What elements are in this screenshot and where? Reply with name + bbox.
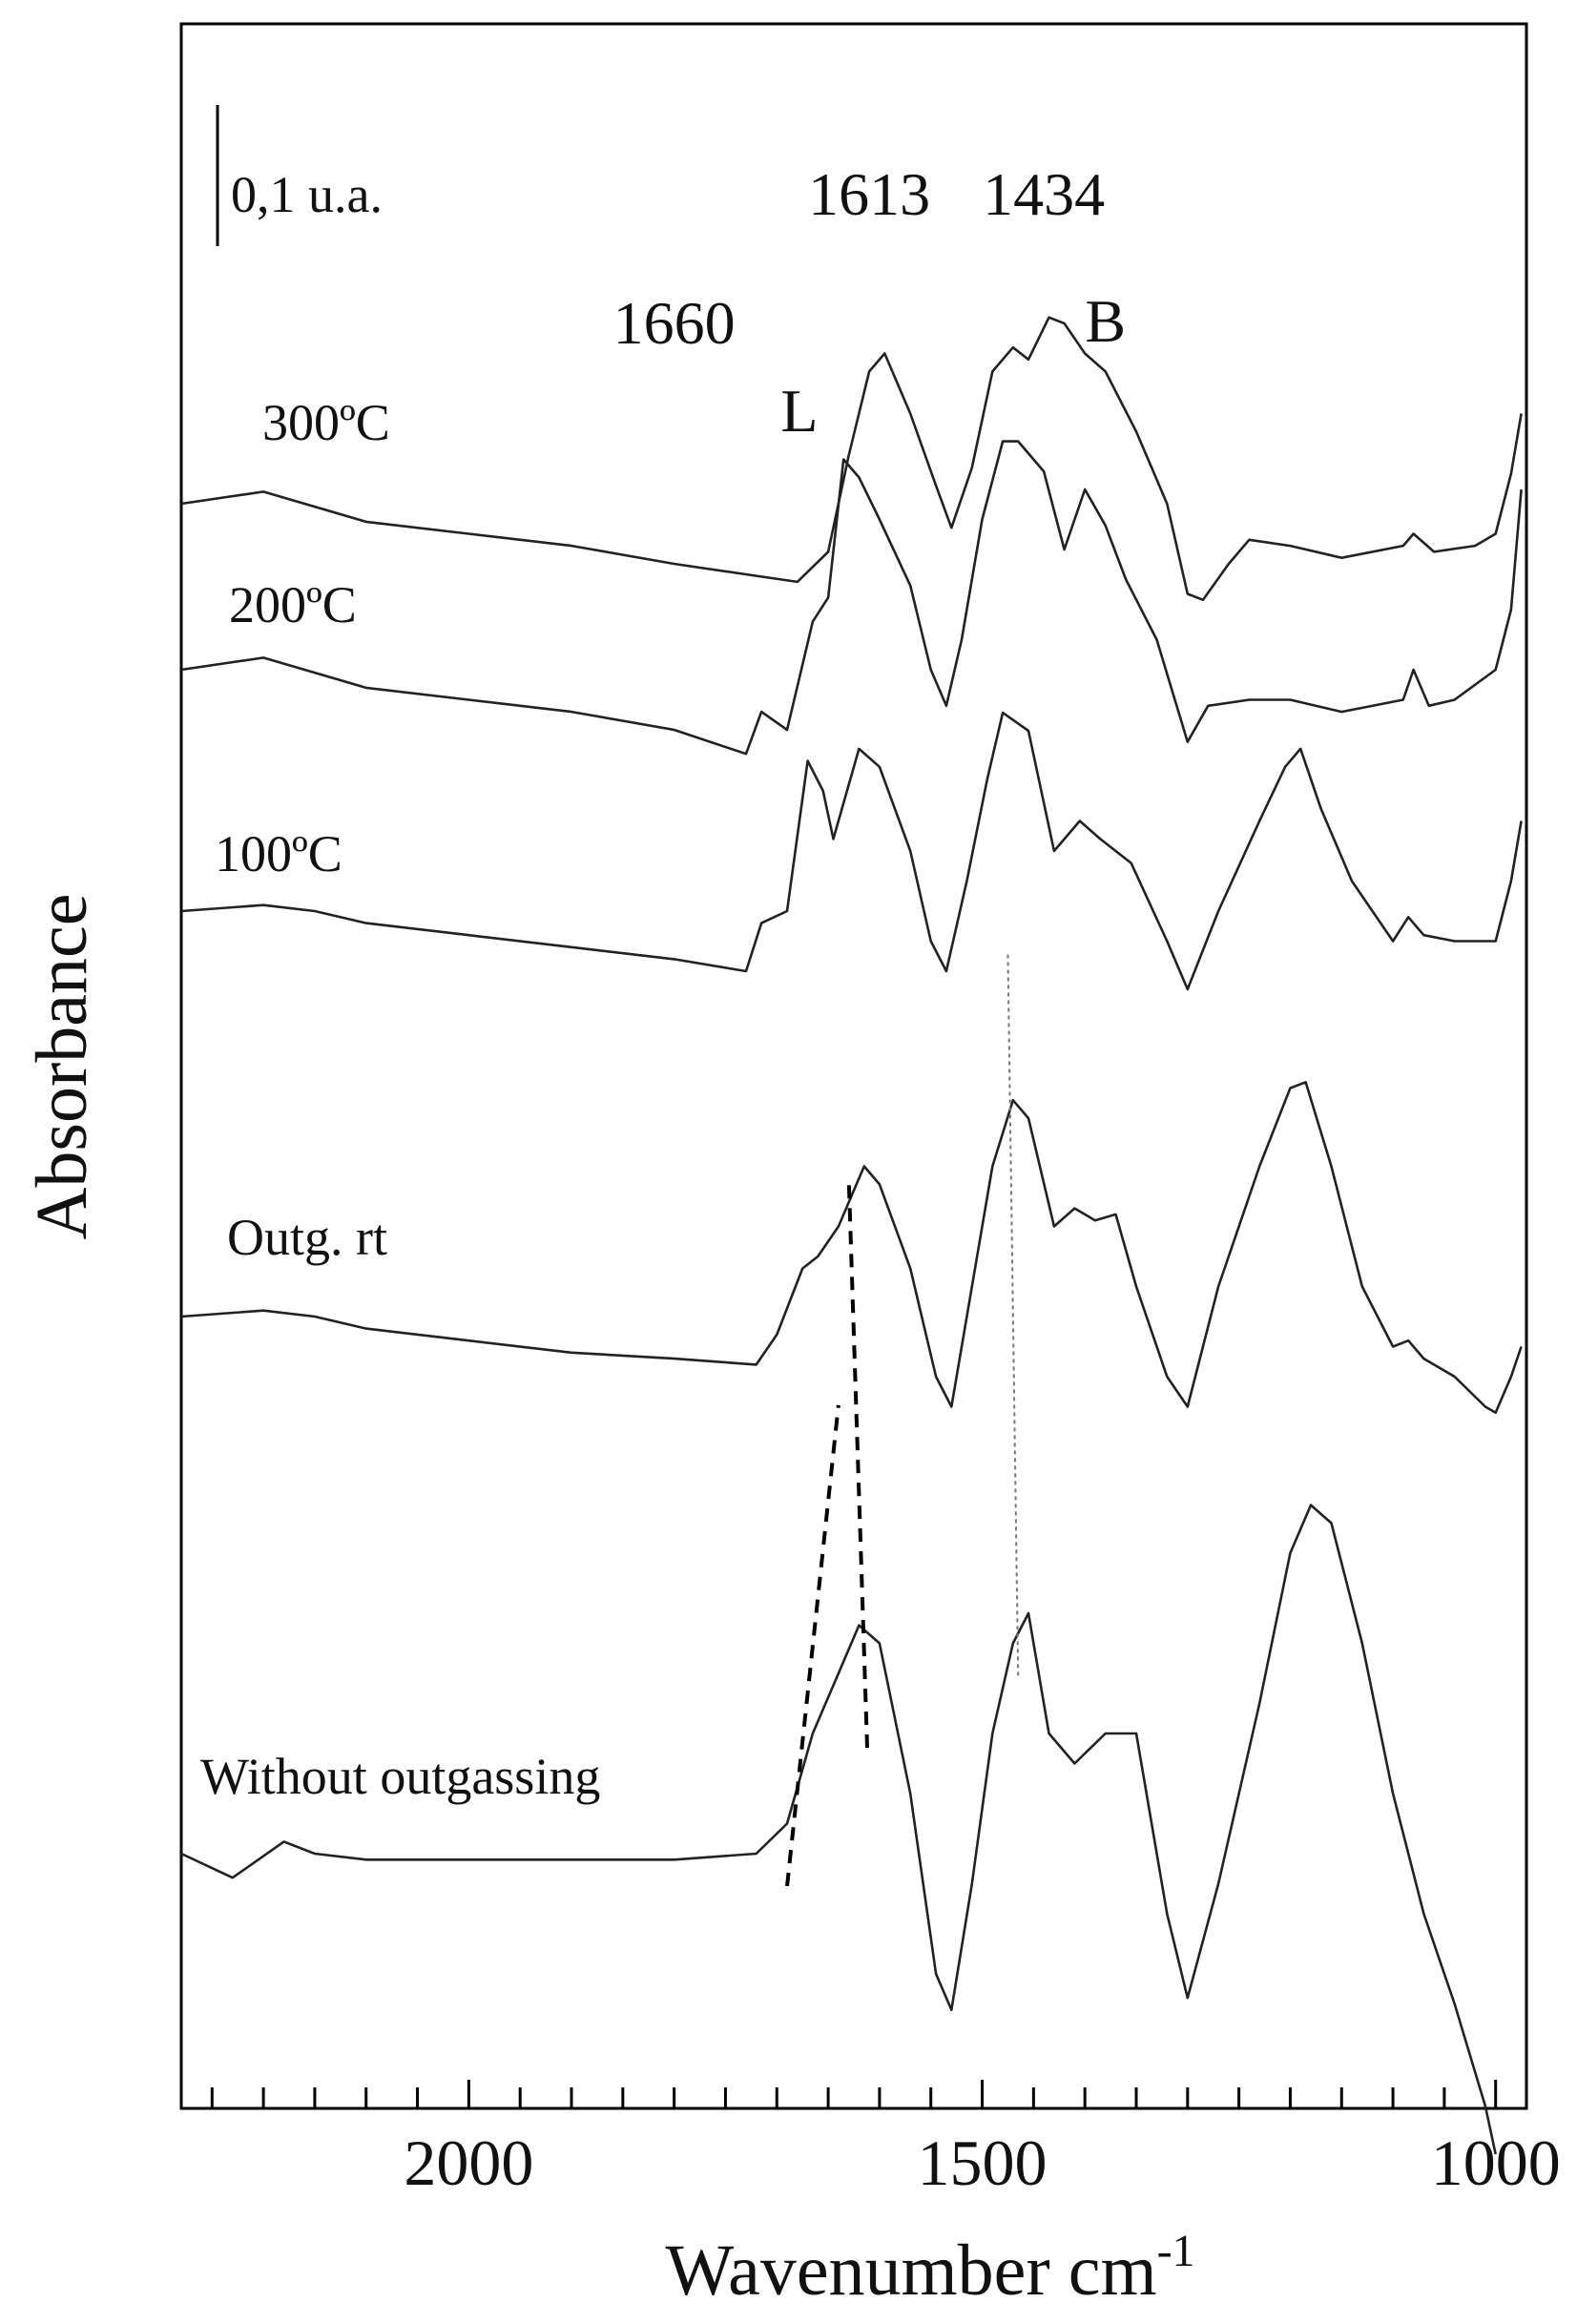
series-labels: 300ºC 200ºC 100ºC Outg. rt Without outgassin… xyxy=(200,394,600,1805)
peak-annotations: 1660 1613 1434 L B xyxy=(613,160,1126,445)
plot-frame xyxy=(179,22,1528,2110)
scale-bar-label: 0,1 u.a. xyxy=(231,166,383,223)
series-label: 200ºC xyxy=(229,576,357,633)
series-label: Outg. rt xyxy=(227,1209,387,1266)
series-line xyxy=(180,440,1523,756)
peak-label: 1434 xyxy=(983,160,1105,228)
series-line xyxy=(180,1504,1497,2155)
peak-guide-lines xyxy=(785,954,1020,1887)
spectra-series xyxy=(180,316,1523,2155)
series-label: Without outgassing xyxy=(200,1748,600,1805)
series-line xyxy=(180,1081,1523,1415)
x-axis-label: Wavenumber cm-1 xyxy=(665,2226,1194,2311)
guide-line xyxy=(1006,954,1020,1676)
x-axis-ticks xyxy=(210,2080,1498,2108)
y-axis-label: Absorbance xyxy=(22,894,102,1240)
peak-label: 1660 xyxy=(613,289,736,357)
band-label: B xyxy=(1085,287,1126,355)
x-axis-label-exponent: -1 xyxy=(1157,2226,1195,2276)
x-tick-label: 1500 xyxy=(918,2127,1048,2199)
series-line xyxy=(180,316,1523,602)
x-tick-label: 2000 xyxy=(404,2127,533,2199)
x-axis-label-text: Wavenumber cm xyxy=(665,2231,1156,2311)
series-label: 100ºC xyxy=(215,825,342,882)
x-axis-tick-labels: 2000 1500 1000 xyxy=(404,2127,1560,2199)
series-line xyxy=(180,711,1523,991)
band-label: L xyxy=(780,377,818,445)
peak-label: 1613 xyxy=(808,160,930,228)
guide-line xyxy=(785,1404,840,1887)
x-tick-label: 1000 xyxy=(1431,2127,1561,2199)
series-label: 300ºC xyxy=(262,394,390,451)
guide-line xyxy=(846,1176,869,1749)
